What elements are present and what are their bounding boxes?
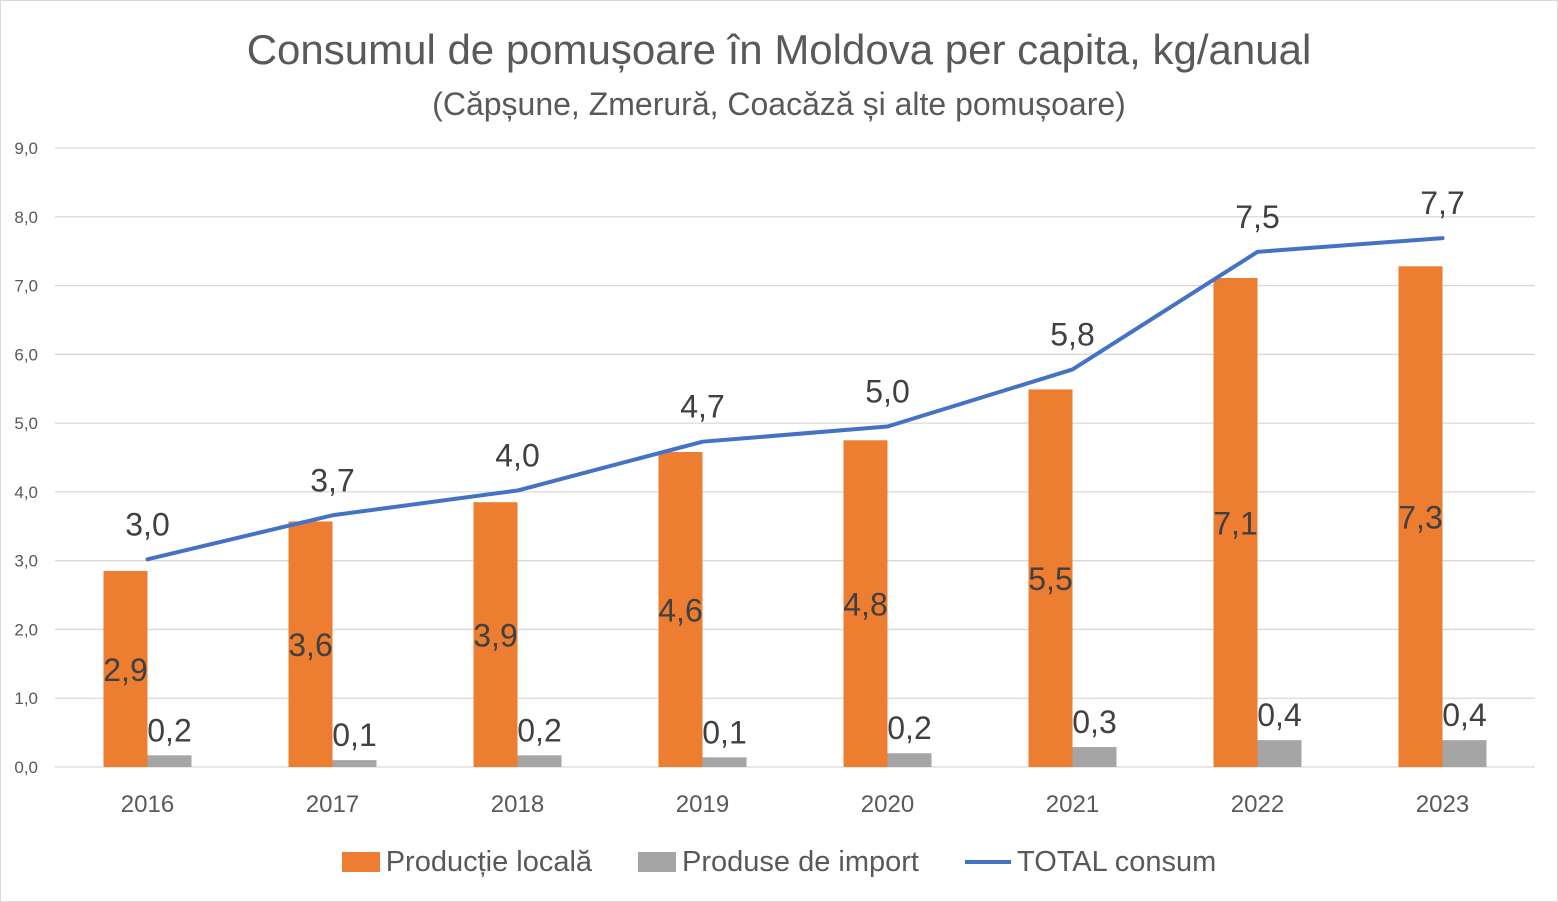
- data-label-local: 3,6: [288, 627, 332, 663]
- x-tick-label: 2023: [1416, 791, 1469, 818]
- data-label-total: 7,5: [1235, 199, 1279, 235]
- chart-title: Consumul de pomușoare în Moldova per cap…: [246, 26, 1312, 73]
- bar-local: [1213, 277, 1258, 767]
- y-tick-label: 3,0: [14, 552, 38, 571]
- data-label-local: 7,1: [1213, 505, 1257, 541]
- y-tick-label: 8,0: [14, 208, 38, 227]
- bar-import: [147, 755, 192, 767]
- y-tick-label: 2,0: [14, 620, 38, 639]
- bar-local: [1028, 389, 1073, 767]
- y-tick-label: 7,0: [14, 277, 38, 296]
- legend-item-local: Producție locală: [341, 845, 593, 879]
- data-label-total: 3,0: [125, 506, 169, 542]
- gridlines: [55, 147, 1535, 768]
- x-tick-label: 2019: [676, 791, 729, 818]
- bar-local: [1398, 266, 1443, 767]
- total-line: [145, 236, 1445, 562]
- legend-swatch-import: [638, 852, 677, 872]
- x-tick-label: 2018: [491, 791, 544, 818]
- data-label-import: 0,4: [1257, 697, 1301, 733]
- data-label-import: 0,4: [1442, 697, 1486, 733]
- legend-swatch-local: [341, 852, 380, 872]
- data-label-import: 0,2: [887, 710, 931, 746]
- data-label-local: 3,9: [473, 618, 517, 654]
- y-tick-label: 5,0: [14, 414, 38, 433]
- x-tick-label: 2022: [1231, 791, 1284, 818]
- bar-local: [843, 440, 888, 767]
- legend: Producție locală Produse de import TOTAL…: [0, 842, 1558, 882]
- data-label-total: 3,7: [310, 462, 354, 498]
- data-label-local: 4,8: [843, 587, 887, 623]
- bar-import: [517, 755, 562, 767]
- data-label-total: 7,7: [1420, 185, 1464, 221]
- legend-label-import: Produse de import: [682, 845, 919, 878]
- chart-subtitle: (Căpșune, Zmerură, Coacăză și alte pomuș…: [432, 86, 1126, 122]
- data-label-import: 0,2: [147, 712, 191, 748]
- total-series-line: [145, 236, 1445, 562]
- y-tick-label: 9,0: [14, 139, 38, 158]
- x-tick-label: 2020: [861, 791, 914, 818]
- bar-local: [288, 521, 333, 767]
- bar-import: [1442, 740, 1487, 767]
- data-label-total: 5,0: [865, 374, 909, 410]
- data-label-import: 0,1: [702, 714, 746, 750]
- bar-local: [658, 451, 703, 767]
- data-label-local: 5,5: [1028, 561, 1072, 597]
- data-label-local: 7,3: [1398, 500, 1442, 536]
- data-label-import: 0,3: [1072, 704, 1116, 740]
- y-axis-ticks: 0,0 1,0 2,0 3,0 4,0 5,0 6,0 7,0 8,0 9,0: [14, 139, 38, 777]
- bars: [103, 266, 1487, 767]
- data-labels: 2,90,23,60,13,90,24,60,14,80,25,50,37,10…: [103, 185, 1486, 753]
- legend-item-import: Produse de import: [638, 846, 919, 879]
- data-label-local: 4,6: [658, 592, 702, 628]
- legend-label-local: Producție locală: [385, 845, 593, 878]
- x-tick-label: 2017: [306, 791, 359, 818]
- x-tick-label: 2021: [1046, 791, 1099, 818]
- bar-import: [1072, 747, 1117, 767]
- x-axis-ticks: 2016 2017 2018 2019 2020 2021 2022 2023: [121, 791, 1469, 818]
- data-label-total: 4,0: [495, 438, 539, 474]
- bar-local: [103, 570, 148, 767]
- y-tick-label: 4,0: [14, 483, 38, 502]
- data-label-total: 5,8: [1050, 316, 1094, 352]
- bar-import: [1257, 740, 1302, 767]
- bar-import: [332, 760, 377, 767]
- data-label-total: 4,7: [680, 389, 724, 425]
- data-label-local: 2,9: [103, 652, 147, 688]
- legend-swatch-total: [965, 860, 1011, 864]
- y-tick-label: 6,0: [14, 345, 38, 364]
- y-tick-label: 1,0: [14, 689, 38, 708]
- legend-label-total: TOTAL consum: [1017, 845, 1217, 878]
- data-label-import: 0,1: [332, 717, 376, 753]
- y-tick-label: 0,0: [14, 758, 38, 777]
- bar-import: [887, 753, 932, 767]
- bar-local: [473, 502, 518, 767]
- x-tick-label: 2016: [121, 791, 174, 818]
- data-label-import: 0,2: [517, 712, 561, 748]
- bar-import: [702, 757, 747, 767]
- legend-item-total: TOTAL consum: [965, 846, 1216, 879]
